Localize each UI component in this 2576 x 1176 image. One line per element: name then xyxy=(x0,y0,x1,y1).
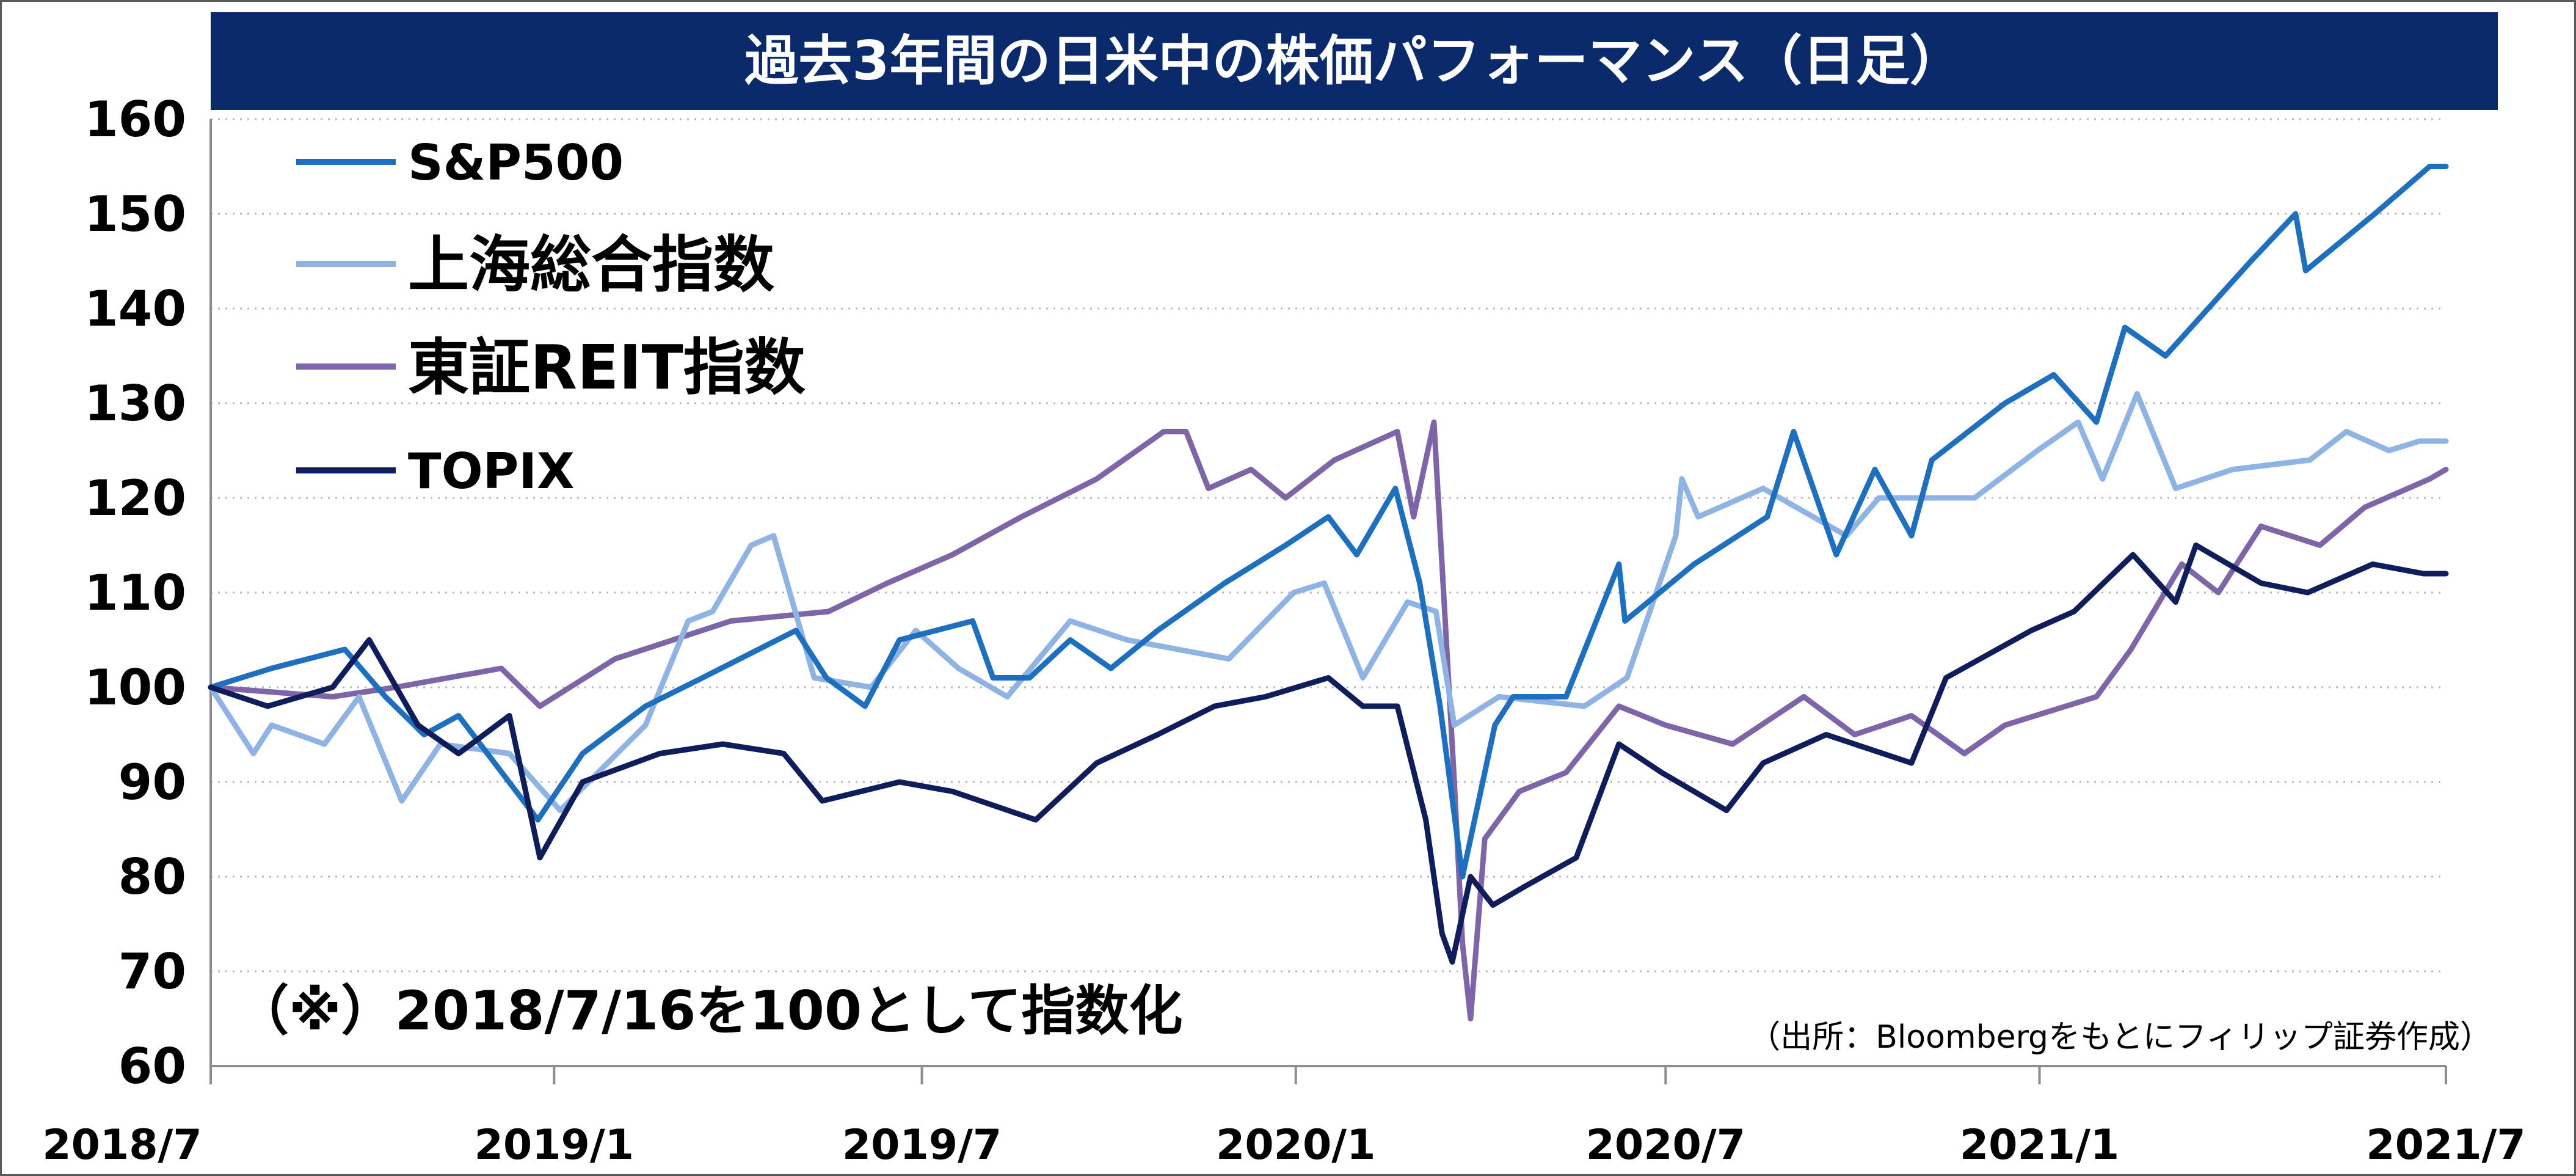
series-group xyxy=(208,164,2449,1021)
x-tick-label: 2019/7 xyxy=(842,1121,1002,1169)
y-tick-label: 150 xyxy=(84,186,186,243)
axes: 160 150 140 130 120 110 100 90 80 70 60 2018/7 2019/… xyxy=(42,91,2525,1169)
y-tick-label: 80 xyxy=(118,849,186,905)
y-tick-label: 100 xyxy=(84,659,186,716)
legend-label: 上海総合指数 xyxy=(408,229,774,301)
source-text: （出所：Bloombergをもとにフィリップ証券作成） xyxy=(1748,1019,2492,1056)
y-tick-label: 140 xyxy=(84,280,186,337)
y-tick-label: 110 xyxy=(84,564,186,621)
y-tick-label: 90 xyxy=(118,754,186,811)
series-line-3 xyxy=(208,542,2449,965)
note-text: （※）2018/7/16を100として指数化 xyxy=(235,979,1183,1042)
title-banner xyxy=(211,12,2498,110)
grid-lines xyxy=(211,118,2446,973)
x-tick-label: 2020/7 xyxy=(1586,1121,1745,1169)
y-tick-label: 60 xyxy=(118,1038,186,1095)
y-tick-label: 120 xyxy=(84,470,186,527)
x-tick-label: 2019/1 xyxy=(475,1121,634,1169)
x-tick-label: 2021/1 xyxy=(1960,1121,2119,1169)
legend-label: 東証REIT指数 xyxy=(408,332,806,403)
x-tick-label: 2020/1 xyxy=(1216,1121,1375,1169)
series-line-0 xyxy=(208,164,2449,880)
legend-label: TOPIX xyxy=(408,443,575,500)
legend-label: S&P500 xyxy=(408,134,624,191)
y-tick-label: 70 xyxy=(118,943,186,1000)
y-tick-label: 130 xyxy=(84,375,186,432)
series-line-1 xyxy=(208,391,2449,813)
chart-title: 過去3年間の日米中の株価パフォーマンス（日足） xyxy=(744,29,1963,92)
series-line-2 xyxy=(208,419,2449,1021)
x-tick-label: 2018/7 xyxy=(42,1121,202,1169)
x-tick-label: 2021/7 xyxy=(2366,1121,2525,1169)
y-tick-label: 160 xyxy=(84,91,186,148)
